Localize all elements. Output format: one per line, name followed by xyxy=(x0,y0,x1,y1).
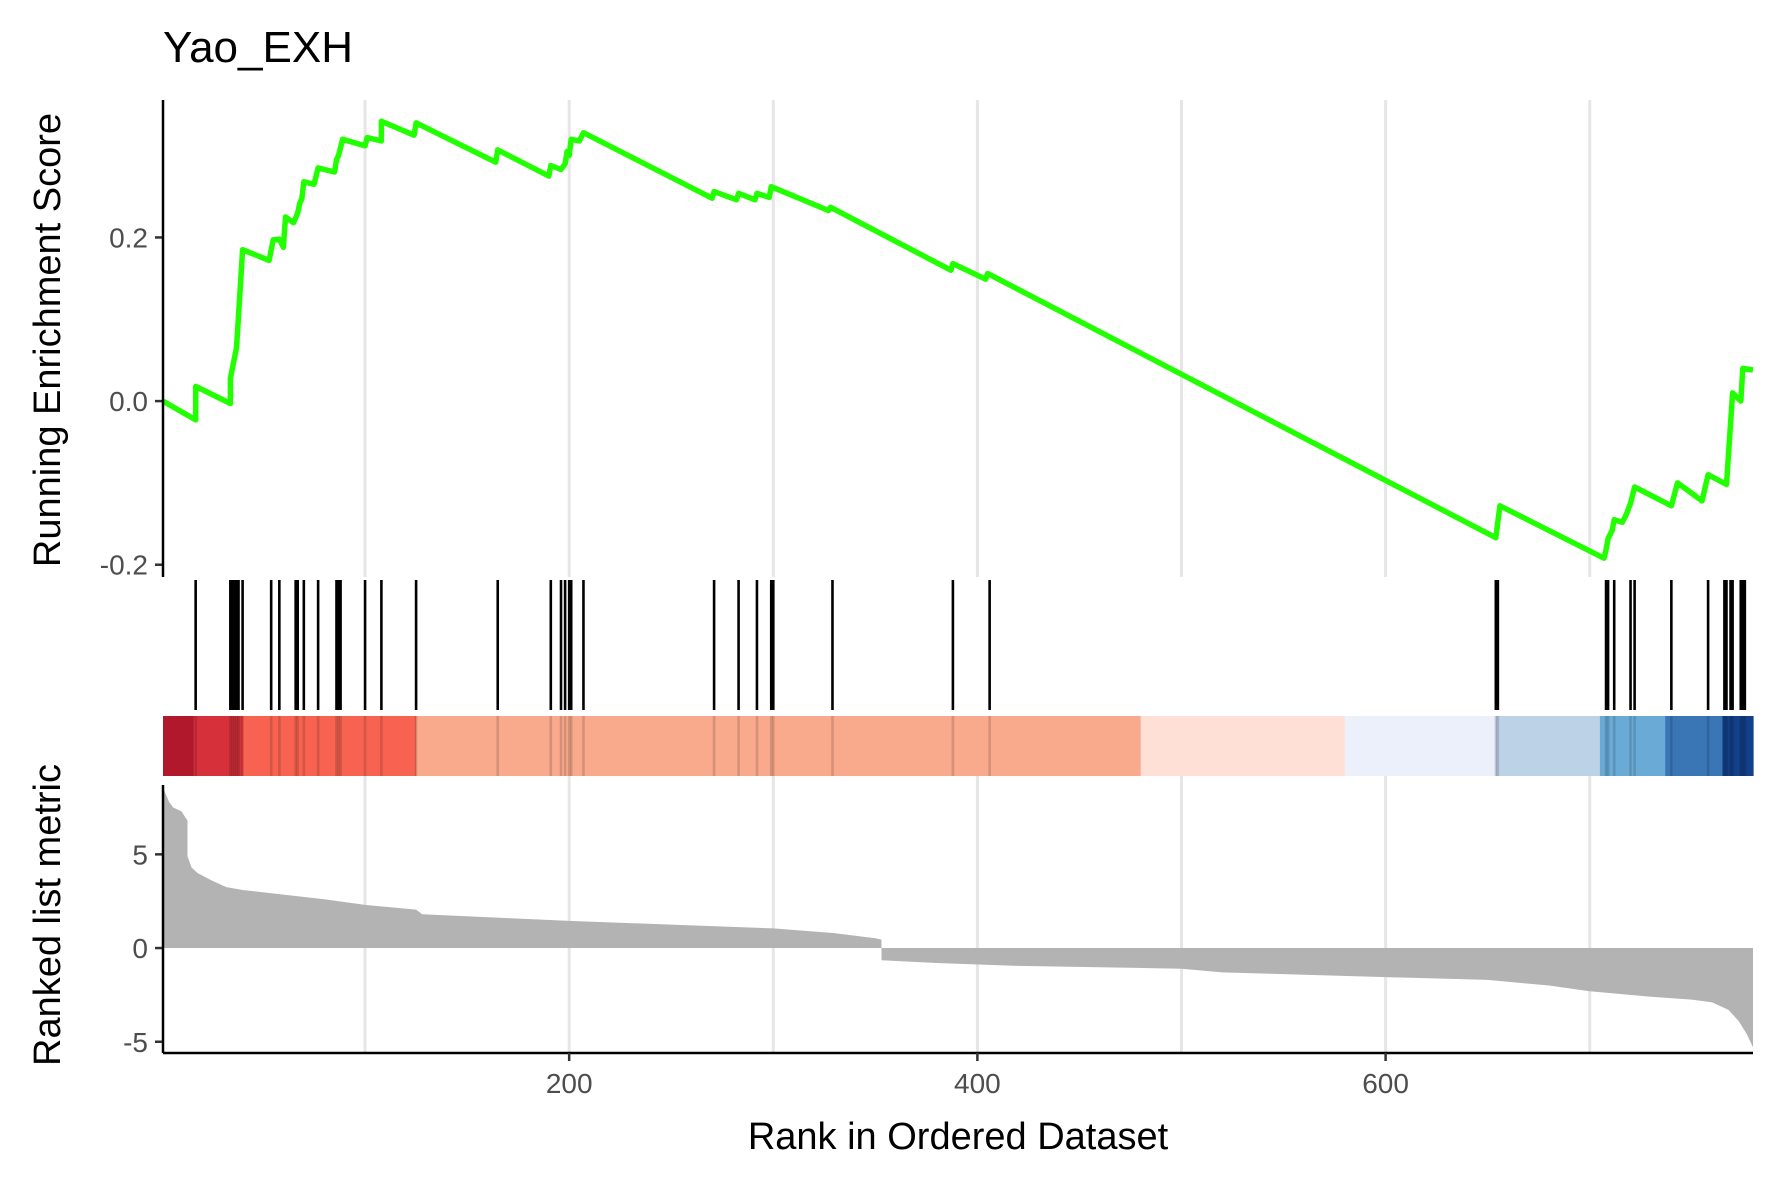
heatmap-segment xyxy=(1665,716,1723,776)
ranked-metric-panel: 5 0 -5 200 400 600 xyxy=(123,785,1753,1099)
x-axis-title: Rank in Ordered Dataset xyxy=(748,1116,1169,1158)
es-y-ticks: 0.2 0.0 -0.2 xyxy=(100,222,163,581)
heatmap-segment xyxy=(1722,716,1754,776)
running-es-panel: 0.2 0.0 -0.2 xyxy=(100,100,1754,581)
heatmap-segment xyxy=(242,716,417,776)
running-es-line xyxy=(161,118,1754,561)
heatmap-segment xyxy=(1344,716,1497,776)
heatmap-segment xyxy=(193,716,244,776)
rank-heatmap-bar xyxy=(163,716,1754,776)
heatmap-segment xyxy=(1495,716,1601,776)
rank-y-tick-label: 0 xyxy=(132,933,148,964)
rank-y-ticks: 5 0 -5 xyxy=(123,839,163,1058)
x-tick-label: 200 xyxy=(546,1068,593,1099)
rank-y-tick-label: -5 xyxy=(123,1027,148,1058)
bottom-y-axis-title: Ranked list metric xyxy=(27,764,69,1066)
heatmap-segment xyxy=(1140,716,1346,776)
x-ticks: 200 400 600 xyxy=(546,1053,1409,1099)
rank-y-tick-label: 5 xyxy=(132,839,148,870)
x-tick-label: 600 xyxy=(1362,1068,1409,1099)
heatmap-segment xyxy=(1599,716,1666,776)
heatmap-segment xyxy=(163,716,195,776)
es-y-tick-label: 0.2 xyxy=(109,222,148,253)
es-y-tick-label: 0.0 xyxy=(109,386,148,417)
ranked-metric-area xyxy=(163,786,1753,1048)
x-tick-label: 400 xyxy=(954,1068,1001,1099)
es-y-tick-label: -0.2 xyxy=(100,550,148,581)
heatmap-segment xyxy=(416,716,1142,776)
hit-marks xyxy=(194,580,1747,710)
top-y-axis-title: Running Enrichment Score xyxy=(27,113,69,567)
chart-title: Yao_EXH xyxy=(163,23,353,72)
